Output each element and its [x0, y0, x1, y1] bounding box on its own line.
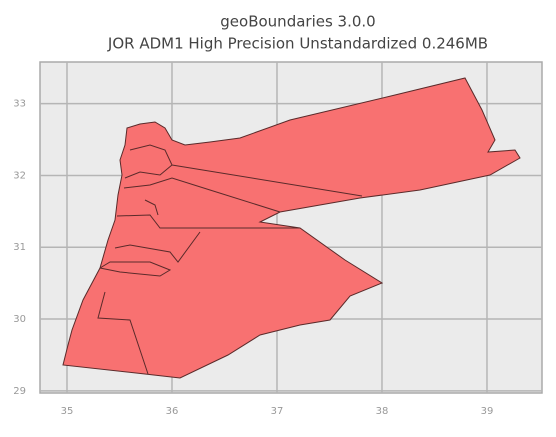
x-tick-label: 36 — [166, 406, 179, 417]
y-tick-label: 30 — [13, 314, 26, 325]
x-tick-label: 38 — [376, 406, 389, 417]
x-tick-label: 35 — [61, 406, 74, 417]
regions — [62, 77, 521, 379]
x-tick-label: 39 — [481, 406, 494, 417]
y-tick-label: 29 — [13, 386, 26, 397]
y-tick-label: 33 — [13, 99, 26, 110]
chart-title: geoBoundaries 3.0.0 — [220, 13, 375, 31]
chart-subtitle: JOR ADM1 High Precision Unstandardized 0… — [107, 35, 488, 53]
region-border — [97, 144, 363, 375]
y-tick-label: 32 — [13, 170, 26, 181]
x-tick-label: 37 — [271, 406, 284, 417]
y-tick-label: 31 — [13, 242, 26, 253]
